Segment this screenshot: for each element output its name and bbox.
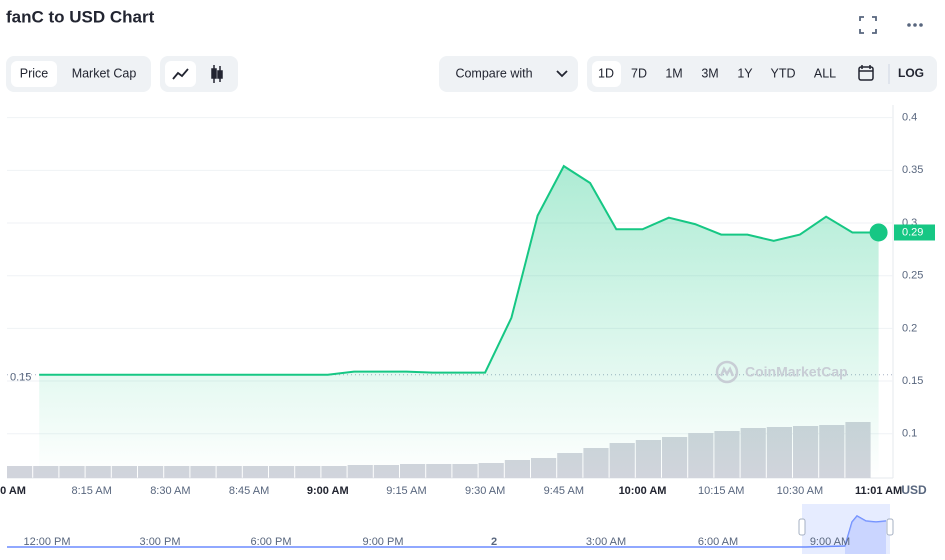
x-tick-label: 11:01 AM bbox=[855, 485, 902, 497]
x-tick-label: 8:15 AM bbox=[72, 485, 112, 497]
range-button[interactable]: YTD bbox=[771, 66, 796, 80]
y-axis-label: USD bbox=[901, 483, 927, 497]
tab[interactable]: Market Cap bbox=[72, 66, 137, 80]
x-tick-label: 8:45 AM bbox=[229, 485, 269, 497]
y-tick-label: 0.1 bbox=[902, 428, 917, 440]
price-badge bbox=[894, 224, 935, 241]
navigator-area bbox=[845, 516, 886, 554]
last-point bbox=[869, 223, 888, 242]
watermark-logo bbox=[715, 360, 739, 384]
navigator-label: 3:00 PM bbox=[140, 536, 181, 548]
range-button[interactable]: 1D bbox=[598, 66, 614, 80]
chevron bbox=[556, 70, 568, 78]
range-button[interactable]: 7D bbox=[631, 66, 647, 80]
y-tick-label: 0.4 bbox=[902, 112, 917, 124]
open-line-label: 0.15 bbox=[10, 372, 31, 384]
navigator-label: 6:00 PM bbox=[251, 536, 292, 548]
range-button[interactable]: 1M bbox=[665, 66, 682, 80]
x-tick-label: 10:30 AM bbox=[777, 485, 823, 497]
x-tick-label: 9:45 AM bbox=[544, 485, 584, 497]
log-button[interactable]: LOG bbox=[898, 66, 924, 80]
range-button[interactable]: 1Y bbox=[737, 66, 753, 80]
volume-bar bbox=[7, 466, 33, 478]
range-group bbox=[587, 56, 937, 92]
navigator-handle[interactable] bbox=[886, 518, 894, 536]
x-tick-label: 8:30 AM bbox=[150, 485, 190, 497]
line-icon[interactable] bbox=[172, 68, 189, 80]
x-tick-label: 0 AM bbox=[0, 485, 26, 497]
y-tick-label: 0.25 bbox=[902, 270, 923, 282]
x-tick-label: 10:15 AM bbox=[698, 485, 744, 497]
x-tick-label: 9:00 AM bbox=[307, 485, 349, 497]
navigator-label: 9:00 PM bbox=[363, 536, 404, 548]
navigator-handle[interactable] bbox=[798, 518, 806, 536]
watermark: CoinMarketCap bbox=[745, 364, 848, 380]
price-line bbox=[39, 164, 879, 376]
y-tick-label: 0.35 bbox=[902, 164, 923, 176]
x-tick-label: 9:15 AM bbox=[386, 485, 426, 497]
price-badge-label: 0.29 bbox=[902, 226, 923, 238]
more-icon[interactable] bbox=[907, 23, 923, 27]
compare-label: Compare with bbox=[455, 66, 532, 80]
y-tick-label: 0.2 bbox=[902, 322, 917, 334]
range-button[interactable]: 3M bbox=[701, 66, 718, 80]
range-active bbox=[592, 61, 621, 87]
navigator-label: 12:00 PM bbox=[23, 536, 70, 548]
x-tick-label: 10:00 AM bbox=[619, 485, 667, 497]
x-tick-label: 9:30 AM bbox=[465, 485, 505, 497]
tab[interactable]: Price bbox=[20, 66, 49, 80]
navigator-label: 2 bbox=[491, 536, 497, 548]
navigator-label: 3:00 AM bbox=[586, 536, 626, 548]
navigator-label: 6:00 AM bbox=[698, 536, 738, 548]
tab-active bbox=[11, 61, 57, 87]
chart-title: fanC to USD Chart bbox=[6, 7, 155, 26]
navigator-label: 9:00 AM bbox=[810, 536, 850, 548]
fullscreen-icon[interactable] bbox=[859, 16, 877, 34]
range-button[interactable]: ALL bbox=[814, 66, 836, 80]
y-tick-label: 0.15 bbox=[902, 375, 923, 387]
candle-icon[interactable] bbox=[211, 65, 223, 83]
compare-button[interactable] bbox=[439, 56, 578, 92]
price-area bbox=[39, 166, 879, 478]
calendar-icon[interactable] bbox=[858, 65, 874, 81]
